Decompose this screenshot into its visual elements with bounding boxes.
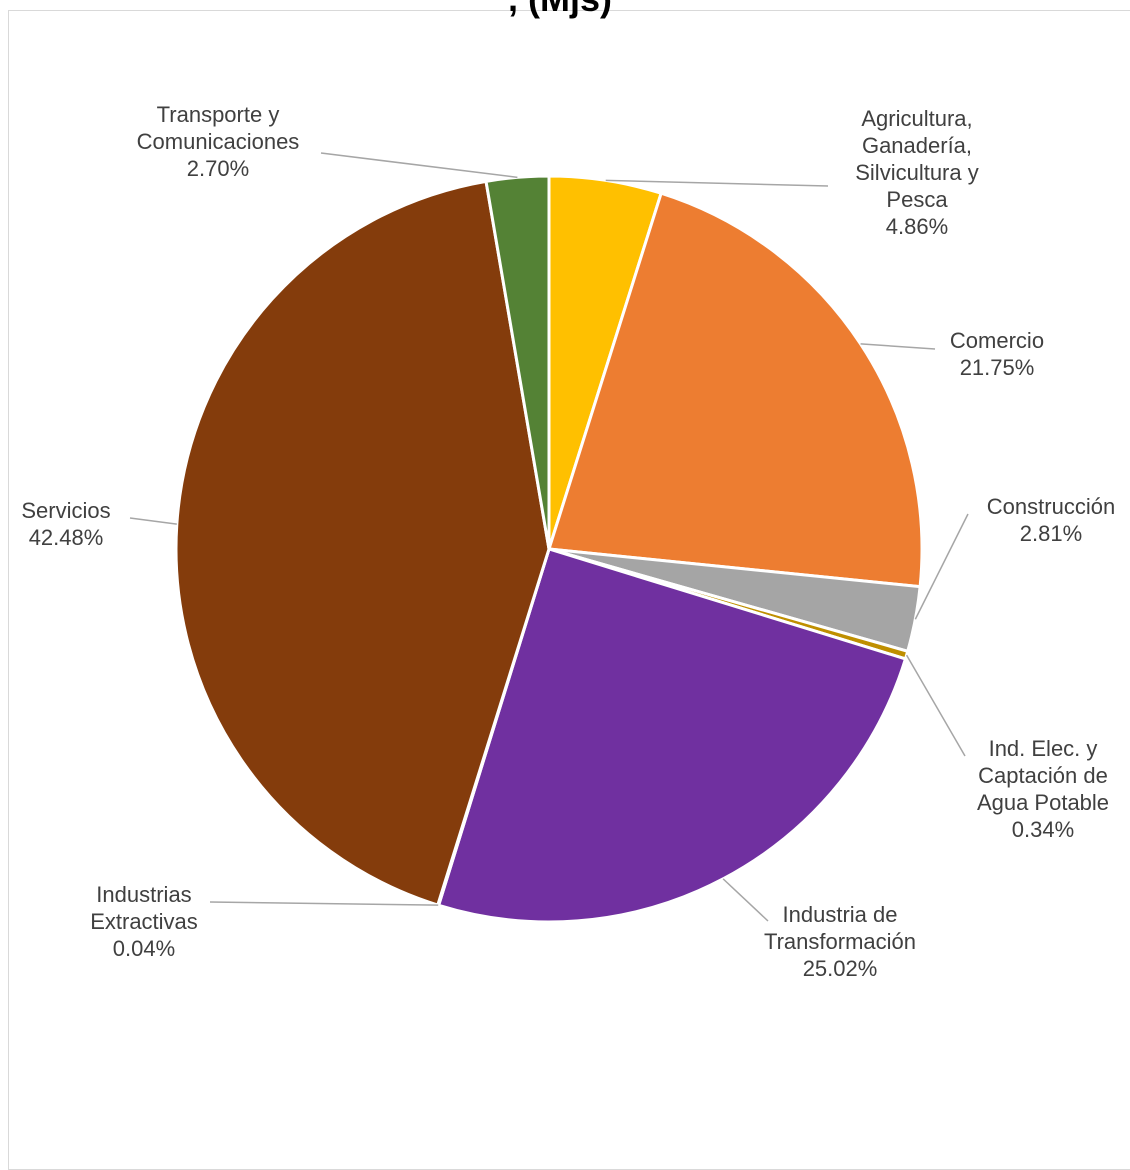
data-labels: Agricultura, Ganadería, Silvicultura y Pesc… [21, 102, 1115, 981]
slice-label: Servicios 42.48% [21, 498, 110, 550]
slice-label: Comercio 21.75% [950, 328, 1044, 380]
leader-line [914, 513, 969, 620]
slice-label: Transporte y Comunicaciones 2.70% [137, 102, 300, 181]
leader-line [129, 517, 177, 525]
pie-slices [174, 174, 924, 924]
slice-label: Industria de Transformación 25.02% [764, 902, 916, 981]
pie-slice [547, 191, 924, 589]
leader-lines [129, 152, 969, 922]
slice-label: Agricultura, Ganadería, Silvicultura y Pesc… [855, 106, 978, 239]
leader-line [722, 878, 769, 922]
pie-chart: Agricultura, Ganadería, Silvicultura y Pesc… [21, 102, 1115, 981]
chart-title: , (Mjs) [0, 0, 1120, 20]
slice-label: Industrias Extractivas 0.04% [90, 882, 198, 961]
leader-line [320, 152, 518, 179]
pie-slice [436, 547, 908, 924]
leader-line [905, 654, 966, 757]
leader-line [209, 901, 439, 906]
slice-label: Ind. Elec. y Captación de Agua Potable 0.34… [977, 736, 1109, 842]
leader-line [605, 179, 829, 187]
pie-slice [174, 179, 551, 907]
leader-line [860, 343, 936, 350]
slice-label: Construcción 2.81% [987, 494, 1115, 546]
